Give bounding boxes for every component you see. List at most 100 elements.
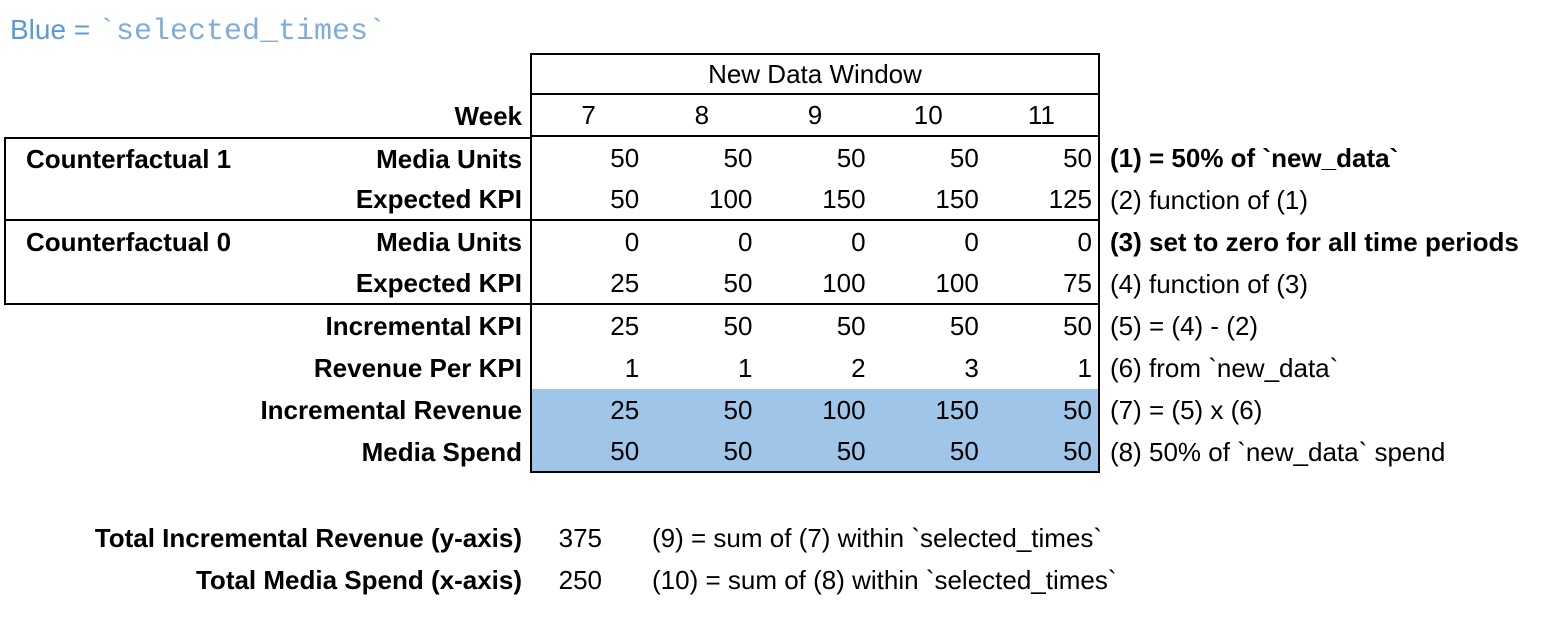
week-cell: 8 [694, 99, 710, 130]
week-cell: 10 [913, 99, 943, 130]
row-label: Expected KPI [355, 183, 522, 214]
data-cell: 50 [1063, 310, 1093, 341]
data-cell: 75 [1063, 267, 1093, 298]
row-data-strip: 0 0 0 0 0 [530, 221, 1100, 263]
data-cell: 0 [1077, 226, 1093, 257]
row-data-strip: 50 50 50 50 50 [530, 137, 1100, 179]
data-cell: 50 [610, 142, 640, 173]
total-value: 375 [558, 522, 602, 553]
table-row: Incremental Revenue 25 50 100 150 50 (7) = (5)… [0, 389, 1519, 431]
row-label: Media Units [376, 226, 522, 257]
data-cell: 100 [822, 267, 866, 298]
data-cell: 50 [610, 435, 640, 466]
data-cell: 0 [851, 226, 866, 257]
row-label-cell: Expected KPI [4, 263, 530, 305]
data-cell: 0 [964, 226, 979, 257]
row-label-cell: Revenue Per KPI [0, 347, 530, 389]
data-cell: 50 [1063, 394, 1093, 425]
total-value: 250 [558, 564, 602, 595]
row-note: (2) function of (1) [1110, 184, 1308, 215]
data-cell: 50 [949, 435, 979, 466]
row-data-strip: 25 50 50 50 50 [530, 305, 1100, 347]
table-row: Revenue Per KPI 1 1 2 3 1 (6) from `new_data` [0, 347, 1519, 389]
data-cell: 50 [949, 310, 979, 341]
header-spacer [0, 53, 530, 95]
row-data-strip: 25 50 100 100 75 [530, 263, 1100, 305]
total-row: Total Incremental Revenue (y-axis) 375 (9)… [0, 517, 1117, 559]
data-cell: 50 [836, 310, 866, 341]
total-label: Total Media Spend (x-axis) [195, 564, 522, 595]
total-label: Total Incremental Revenue (y-axis) [94, 522, 522, 553]
row-data-strip: 1 1 2 3 1 [530, 347, 1100, 389]
data-cell: 50 [1063, 142, 1093, 173]
row-label-cell: Incremental Revenue [0, 389, 530, 431]
row-label-cell: Expected KPI [4, 179, 530, 221]
table-row: Counterfactual 1 Media Units 50 50 50 50 50 (1)… [0, 137, 1519, 179]
data-cell: 50 [723, 310, 753, 341]
row-note: (3) set to zero for all time periods [1110, 226, 1519, 257]
table-row: Expected KPI 25 50 100 100 75 (4) function of … [0, 263, 1519, 305]
row-label-cell: Counterfactual 0 Media Units [4, 221, 530, 263]
data-cell: 50 [723, 394, 753, 425]
row-label-cell: Counterfactual 1 Media Units [4, 137, 530, 179]
totals-section: Total Incremental Revenue (y-axis) 375 (9)… [0, 517, 1117, 601]
data-cell: 50 [1063, 435, 1093, 466]
week-cell: 11 [1027, 99, 1055, 130]
table-row: Expected KPI 50 100 150 150 125 (2) function o… [0, 179, 1519, 221]
row-note: (4) function of (3) [1110, 268, 1308, 299]
legend-code: `selected_times` [97, 15, 386, 49]
data-cell: 25 [610, 310, 640, 341]
row-label: Incremental Revenue [260, 394, 522, 425]
data-cell: 100 [822, 394, 866, 425]
data-cell: 50 [836, 142, 866, 173]
week-strip: 7 8 9 10 11 [530, 95, 1100, 137]
total-row: Total Media Spend (x-axis) 250 (10) = sum … [0, 559, 1117, 601]
table-body: Counterfactual 1 Media Units 50 50 50 50 50 (1)… [0, 137, 1519, 473]
week-cell: 9 [807, 99, 823, 130]
data-cell: 125 [1048, 183, 1093, 214]
group-label: Counterfactual 1 [26, 143, 232, 174]
data-cell: 50 [723, 435, 753, 466]
data-cell: 150 [822, 183, 866, 214]
row-note: (6) from `new_data` [1110, 352, 1339, 383]
total-note: (10) = sum of (8) within `selected_times… [652, 564, 1117, 595]
data-cell: 1 [624, 352, 640, 383]
data-cell: 150 [935, 394, 979, 425]
row-note: (7) = (5) x (6) [1110, 394, 1263, 425]
table-header: New Data Window [708, 58, 922, 89]
legend-note: Blue = `selected_times` [10, 14, 386, 49]
week-label: Week [454, 100, 522, 131]
row-label-cell: Media Spend [0, 431, 530, 473]
data-cell: 3 [964, 352, 979, 383]
row-data-strip: 50 100 150 150 125 [530, 179, 1100, 221]
data-cell: 100 [935, 267, 979, 298]
data-cell: 50 [836, 435, 866, 466]
row-note: (1) = 50% of `new_data` [1110, 142, 1399, 173]
table-header-row: New Data Window [0, 53, 1519, 95]
data-cell: 25 [610, 394, 640, 425]
row-label: Expected KPI [355, 267, 522, 298]
table-row: Media Spend 50 50 50 50 50 (8) 50% of `new_dat… [0, 431, 1519, 473]
row-data-strip: 25 50 100 150 50 [530, 389, 1100, 431]
data-cell: 150 [935, 183, 979, 214]
table-row: Incremental KPI 25 50 50 50 50 (5) = (4) - (2) [0, 305, 1519, 347]
row-label: Incremental KPI [325, 310, 522, 341]
row-note: (5) = (4) - (2) [1110, 310, 1259, 341]
week-row: Week 7 8 9 10 11 [0, 95, 1519, 137]
total-note: (9) = sum of (7) within `selected_times` [652, 522, 1103, 553]
data-cell: 2 [851, 352, 866, 383]
data-cell: 0 [737, 226, 753, 257]
data-cell: 50 [610, 183, 640, 214]
data-cell: 0 [624, 226, 640, 257]
data-cell: 100 [709, 183, 753, 214]
data-cell: 50 [723, 267, 753, 298]
row-label-cell: Incremental KPI [0, 305, 530, 347]
header-strip: New Data Window [530, 53, 1100, 95]
group-label: Counterfactual 0 [26, 226, 232, 257]
row-label: Media Units [376, 143, 522, 174]
legend-text: Blue = [10, 14, 98, 45]
data-cell: 1 [737, 352, 753, 383]
data-cell: 25 [610, 267, 640, 298]
row-note: (8) 50% of `new_data` spend [1110, 436, 1446, 467]
table-row: Counterfactual 0 Media Units 0 0 0 0 0 (3) set … [0, 221, 1519, 263]
